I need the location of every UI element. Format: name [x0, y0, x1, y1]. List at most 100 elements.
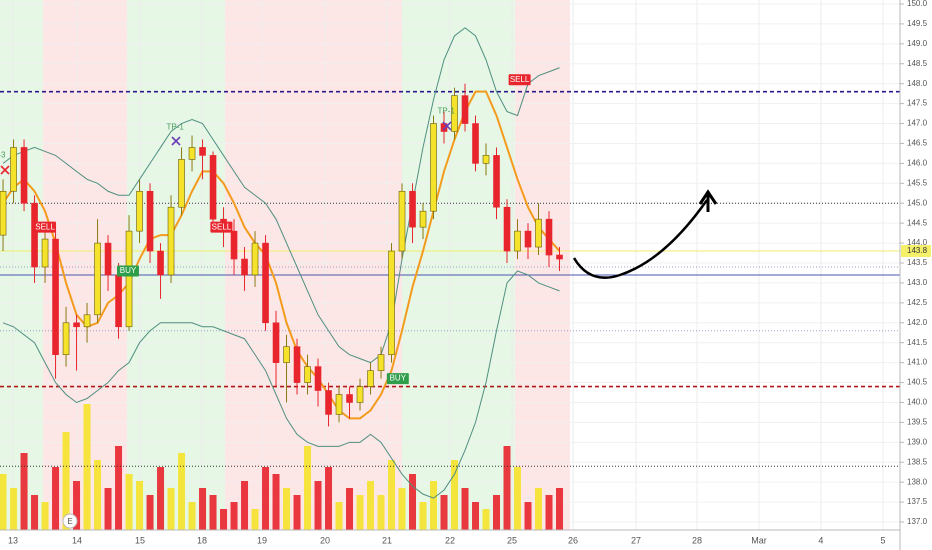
candle-body [524, 230, 532, 248]
x-tick-label: 21 [382, 535, 392, 545]
x-marker [0, 165, 10, 175]
y-tick-label: 144.5 [907, 218, 928, 227]
volume-bar [31, 495, 39, 530]
candle-body [167, 206, 175, 276]
volume-bar [346, 488, 354, 530]
candle-body [188, 147, 196, 160]
volume-bar [451, 460, 459, 530]
x-tick-label: 18 [197, 535, 207, 545]
signal-label: TP-1 [167, 123, 185, 132]
x-tick-label: 27 [631, 535, 641, 545]
signal-box [116, 265, 139, 277]
candle [430, 115, 437, 220]
price-tag [901, 245, 931, 258]
y-tick-label: 145.5 [907, 178, 928, 187]
candle-body [157, 250, 164, 276]
volume-bar [199, 488, 207, 530]
y-tick-label: 148.0 [907, 79, 928, 88]
y-tick-label: 139.0 [907, 437, 928, 446]
candle [230, 219, 238, 275]
candle [188, 135, 196, 172]
candle-body [503, 206, 511, 252]
volume-bar [125, 474, 133, 530]
x-tick-label: Mar [751, 535, 767, 545]
candle [83, 302, 91, 343]
candle-body [335, 394, 343, 415]
candle [241, 247, 248, 291]
x-tick-label: 13 [8, 535, 18, 545]
y-tick-label: 137.0 [907, 517, 928, 526]
volume-bar [556, 488, 564, 530]
x-tick-label: 5 [880, 535, 885, 545]
candle [545, 211, 553, 267]
candle [104, 235, 112, 291]
candle-body [461, 95, 469, 124]
candle-body [346, 394, 353, 403]
candle [283, 334, 290, 403]
volume-bar [461, 488, 469, 530]
signal-label: SELL [212, 222, 232, 231]
candle-body [10, 147, 17, 192]
candle [461, 83, 469, 132]
candle-body [20, 147, 28, 204]
x-tick-label: 15 [135, 535, 145, 545]
candle-body [314, 366, 322, 391]
candle [262, 235, 269, 331]
volume-bar [115, 446, 123, 530]
y-tick-label: 138.0 [907, 477, 928, 486]
y-tick-label: 142.5 [907, 298, 928, 307]
signal-box [508, 74, 531, 86]
y-tick-label: 147.5 [907, 99, 928, 108]
x-tick-label: 26 [568, 535, 578, 545]
volume-bar [83, 404, 91, 530]
volume-bar [251, 509, 259, 530]
signal-label: TP-3 [0, 151, 6, 160]
candle-body [125, 230, 133, 328]
candle [209, 151, 217, 228]
candle [325, 382, 332, 427]
volume-bar [356, 495, 364, 530]
volume-bar [514, 467, 522, 530]
x-tick-label: 28 [692, 535, 702, 545]
volume-bar [545, 495, 553, 530]
candle-body [409, 190, 416, 228]
candle [409, 183, 416, 244]
signal-box [210, 221, 233, 233]
candle [157, 243, 164, 299]
volume-bar [73, 481, 81, 530]
volume-bar [409, 474, 417, 530]
candle [493, 147, 500, 220]
signal-zone [127, 0, 225, 530]
candle [314, 358, 322, 407]
candle-body [451, 95, 458, 132]
candle [398, 183, 406, 260]
candle [388, 243, 395, 363]
indicator-line [2, 270, 560, 499]
candle-body [52, 238, 59, 355]
volume-bar [10, 488, 18, 530]
signal-box [386, 373, 409, 385]
volume-bar [241, 481, 249, 530]
signal-label: TP-1 [437, 107, 455, 116]
candle-body [230, 230, 238, 260]
event-label: E [67, 517, 72, 526]
volume-bar [367, 481, 375, 530]
candle-body [514, 230, 521, 252]
candle [377, 346, 385, 379]
volume-bar [262, 467, 270, 530]
y-tick-label: 137.5 [907, 497, 928, 506]
volume-bar [136, 481, 144, 530]
candle [293, 338, 301, 395]
volume-bar [440, 495, 448, 530]
candle [367, 362, 374, 395]
candle-body [83, 314, 91, 328]
volume-bar [503, 446, 511, 530]
candle-body [430, 123, 437, 212]
candle [167, 195, 175, 283]
candle-body [356, 386, 364, 403]
volume-bar [146, 495, 154, 530]
volume-bar [272, 474, 280, 530]
candle-body [398, 190, 406, 252]
y-tick-label: 141.5 [907, 338, 928, 347]
